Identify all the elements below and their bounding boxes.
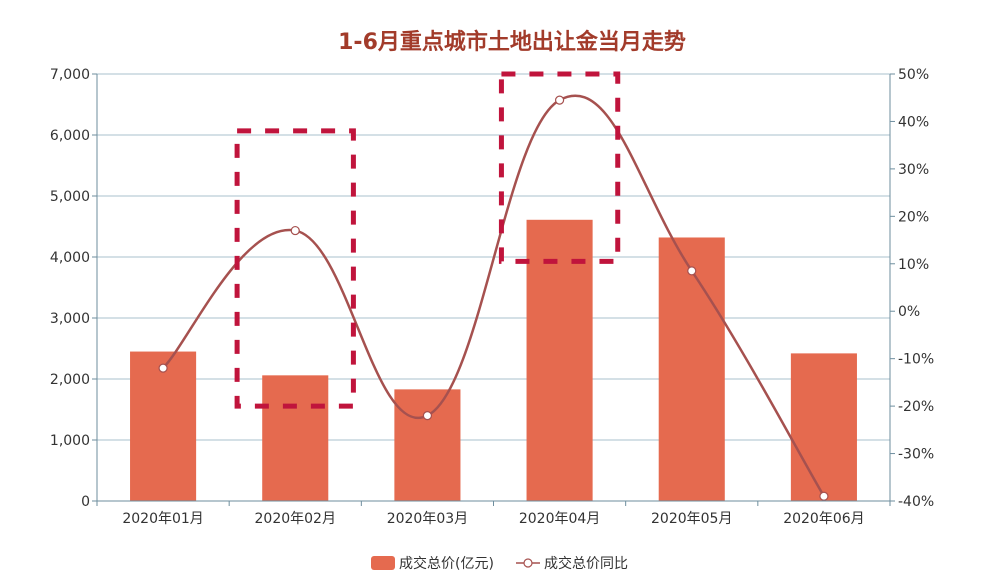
x-tick-label: 2020年04月 [519,511,600,527]
grid-lines [97,73,890,441]
y-right-tick-label: 0% [898,304,920,320]
axes: 0 1,000 2,000 3,000 4,000 5,000 6,000 7,000 -40%… [50,67,934,527]
line-point[interactable] [158,363,168,373]
x-tick-label: 2020年02月 [255,511,336,527]
line-point[interactable] [687,266,697,276]
y-right-tick-label: 10% [898,257,929,273]
y-left-tick-label: 7,000 [50,67,90,83]
bar[interactable] [394,389,461,501]
highlight-box [234,128,356,409]
y-right-tick-label: 40% [898,114,929,130]
legend-bar-label: 成交总价(亿元) [399,555,494,572]
legend-line-marker [523,558,533,568]
y-left-tick-label: 0 [81,494,90,510]
legend[interactable]: 成交总价(亿元) 成交总价同比 [371,555,628,572]
y-right-tick-label: -30% [898,447,934,463]
y-left-tick-label: 6,000 [50,128,90,144]
y-right-tick-label: 20% [898,209,929,225]
y-right-tick-label: -40% [898,494,934,510]
legend-line-label: 成交总价同比 [544,555,628,572]
x-tick-label: 2020年03月 [387,511,468,527]
y-right-tick-label: -10% [898,352,934,368]
line-point[interactable] [554,95,565,105]
y-right-tick-label: 30% [898,162,929,178]
line-point[interactable] [422,411,433,421]
bar[interactable] [262,375,329,501]
line-series [158,94,829,501]
x-tick-label: 2020年05月 [651,511,732,527]
line-point[interactable] [290,225,300,236]
y-left-tick-label: 2,000 [50,372,90,388]
y-left-tick-label: 4,000 [50,250,90,266]
bar-series [130,219,857,502]
highlight-box [498,71,621,264]
bar[interactable] [130,351,197,501]
chart-title: 1-6月重点城市土地出让金当月走势 [338,29,686,55]
legend-bar-swatch [371,556,395,570]
x-tick-label: 2020年01月 [122,511,203,527]
highlight-boxes [234,71,621,409]
y-left-tick-label: 5,000 [50,189,90,205]
bar[interactable] [658,237,725,502]
y-right-tick-label: -20% [898,399,934,415]
y-left-tick-label: 1,000 [50,433,90,449]
y-right-tick-label: 50% [898,67,929,83]
line-point[interactable] [819,491,829,501]
bar[interactable] [790,353,857,501]
x-tick-label: 2020年06月 [783,511,864,527]
y-left-tick-label: 3,000 [50,311,90,327]
bar[interactable] [526,219,593,502]
